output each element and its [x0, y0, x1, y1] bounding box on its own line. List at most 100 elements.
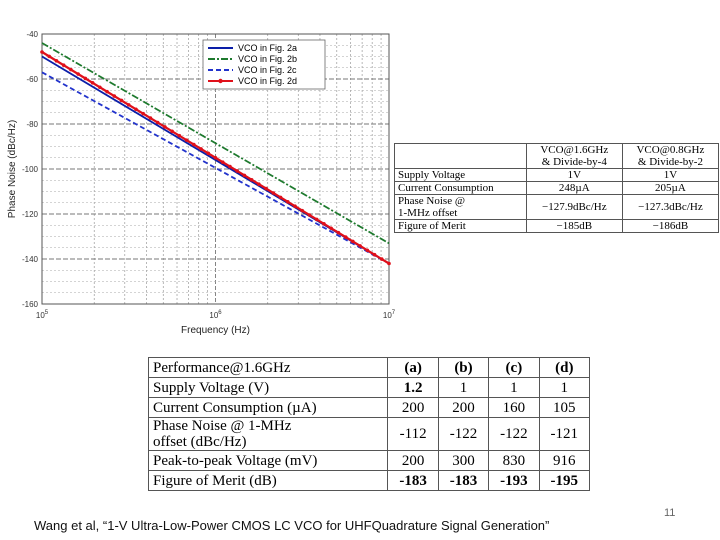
series-marker	[83, 76, 88, 81]
y-tick-label: -120	[22, 210, 39, 219]
x-tick-label: 106	[209, 310, 222, 320]
series-marker	[300, 208, 305, 213]
table-row: Phase Noise @ 1-MHz offset (dBc/Hz) -112 …	[147, 417, 591, 451]
series-line	[41, 71, 390, 265]
row-label: Figure of Merit	[394, 219, 527, 233]
row-label: Supply Voltage	[394, 168, 527, 182]
series-marker	[271, 191, 276, 195]
series-marker	[69, 67, 73, 72]
table-cell: 200	[437, 397, 490, 418]
series-marker	[307, 213, 312, 217]
citation-caption: Wang et al, “1-V Ultra-Low-Power CMOS LC…	[34, 518, 550, 533]
table-cell: 1	[437, 377, 490, 398]
legend-marker	[218, 78, 223, 84]
table-row: Figure of Merit −185dB −186dB	[394, 219, 720, 233]
table-cell: −185dB	[525, 219, 623, 233]
series-marker	[358, 244, 362, 248]
series-marker	[387, 261, 391, 266]
y-tick-label: -60	[26, 75, 38, 84]
series-marker	[206, 151, 211, 156]
table-cell: 830	[488, 450, 540, 471]
table-cell: 1V	[525, 168, 623, 182]
series-marker	[98, 85, 102, 90]
series-marker	[228, 164, 232, 169]
series-marker	[329, 226, 333, 231]
series-marker	[40, 50, 44, 54]
legend-entry: VCO in Fig. 2a	[238, 43, 297, 53]
series-marker	[184, 138, 189, 142]
series-marker	[61, 63, 66, 68]
series-marker	[54, 59, 59, 63]
table-row: Current Consumption (µA) 200 200 160 105	[147, 397, 591, 418]
series-marker	[242, 173, 247, 178]
row-label: Figure of Merit (dB)	[147, 470, 389, 491]
series-marker	[379, 257, 384, 261]
series-marker	[90, 81, 95, 85]
plot-frame	[41, 33, 390, 305]
table-cell: 1V	[621, 168, 720, 182]
series-marker	[249, 177, 254, 182]
row-label: Peak-to-peak Voltage (mV)	[147, 450, 389, 471]
series-marker	[192, 142, 196, 147]
y-axis-title: Phase Noise (dBc/Hz)	[7, 120, 18, 218]
series-marker	[213, 155, 218, 160]
column-header: VCO@0.8GHz & Divide-by-2	[621, 143, 720, 169]
y-tick-label: -100	[22, 165, 39, 174]
table-row: VCO@1.6GHz & Divide-by-4 VCO@0.8GHz & Divi…	[394, 143, 720, 169]
x-axis-title: Frequency (Hz)	[181, 325, 250, 336]
series-marker	[293, 204, 297, 209]
y-tick-label: -140	[22, 255, 39, 264]
table-cell: 200	[387, 397, 439, 418]
series-marker	[322, 222, 326, 226]
series-marker	[134, 107, 138, 112]
y-tick-label: -160	[22, 300, 39, 309]
series-marker	[365, 248, 370, 253]
series-marker	[148, 116, 153, 120]
series-marker	[264, 186, 268, 191]
table-cell: -122	[488, 417, 540, 451]
table-cell: -195	[538, 470, 591, 491]
series-line	[41, 42, 390, 245]
performance-comparison-table: Performance@1.6GHz (a) (b) (c) (d) Suppl…	[147, 357, 591, 491]
table-row: Figure of Merit (dB) -183 -183 -193 -195	[147, 470, 591, 491]
table-cell: 105	[538, 397, 591, 418]
series-marker	[163, 125, 167, 129]
table-cell: -121	[538, 417, 591, 451]
table-cell: −127.9dBc/Hz	[525, 194, 623, 220]
table-row: Supply Voltage (V) 1.2 1 1 1	[147, 377, 591, 398]
table-cell: −186dB	[621, 219, 720, 233]
table-cell: -112	[387, 417, 439, 451]
series-marker	[177, 133, 182, 138]
header-label: Performance@1.6GHz	[147, 357, 389, 378]
series-marker	[47, 54, 52, 59]
series-marker	[372, 252, 377, 257]
column-header: (b)	[437, 357, 490, 378]
column-header: (a)	[387, 357, 439, 378]
series-marker	[314, 217, 319, 222]
table-cell: 248µA	[525, 181, 623, 195]
legend-entry: VCO in Fig. 2d	[238, 76, 297, 86]
row-label: Phase Noise @1-MHz offset	[394, 194, 527, 220]
series-marker	[119, 98, 124, 103]
row-label: Supply Voltage (V)	[147, 377, 389, 398]
x-tick-label: 105	[36, 310, 49, 320]
table-row: Phase Noise @1-MHz offset −127.9dBc/Hz −…	[394, 194, 720, 220]
table-cell: 1	[488, 377, 540, 398]
series-marker	[170, 129, 174, 134]
table-cell: 916	[538, 450, 591, 471]
legend-entry: VCO in Fig. 2b	[238, 54, 297, 64]
table-row: Peak-to-peak Voltage (mV) 200 300 830 91…	[147, 450, 591, 471]
table-row: Current Consumption 248µA 205µA	[394, 181, 720, 195]
table-cell: 160	[488, 397, 540, 418]
series-marker	[155, 120, 160, 125]
series-marker	[112, 94, 117, 98]
legend-entry: VCO in Fig. 2c	[238, 65, 297, 75]
column-header: VCO@1.6GHz & Divide-by-4	[525, 143, 623, 169]
table-cell: -183	[387, 470, 439, 491]
y-tick-label: -40	[26, 30, 38, 39]
table-corner-cell	[394, 143, 527, 169]
table-row: Supply Voltage 1V 1V	[394, 168, 720, 182]
table-cell: 300	[437, 450, 490, 471]
table-cell: −127.3dBc/Hz	[621, 194, 720, 220]
